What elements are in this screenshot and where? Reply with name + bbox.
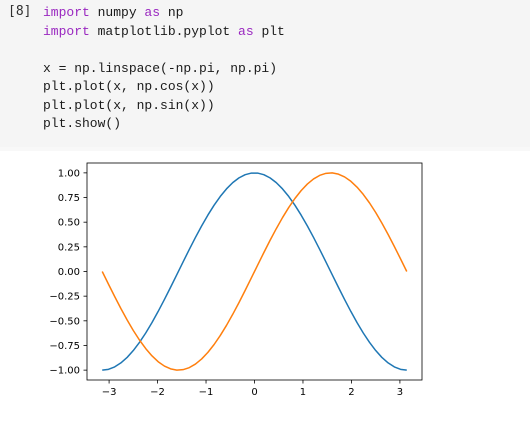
output-separator bbox=[0, 147, 530, 151]
y-tick-label: 0.75 bbox=[58, 193, 80, 204]
x-tick-label: 3 bbox=[397, 387, 403, 398]
code-keyword: as bbox=[144, 5, 161, 20]
code-token: plt.show() bbox=[43, 116, 122, 131]
y-tick-label: −0.50 bbox=[49, 316, 80, 327]
y-tick-label: −1.00 bbox=[49, 366, 80, 377]
y-tick-label: 0.25 bbox=[58, 242, 80, 253]
line-chart: −3 −2 −1 0 1 2 3 −1.00 −0.75 −0.50 −0.25 0.00 0.25 0.… bbox=[49, 162, 423, 398]
code-token: np bbox=[160, 5, 184, 20]
code-token: numpy bbox=[89, 5, 145, 20]
code-token: plt.plot(x, np.sin(x)) bbox=[43, 97, 215, 113]
code-line: x = np.linspace(-np.pi, np.pi) bbox=[43, 61, 277, 76]
x-tick-label: −3 bbox=[102, 387, 117, 398]
y-tick-label: −0.75 bbox=[49, 341, 80, 352]
code-keyword: as bbox=[238, 23, 254, 39]
code-keyword: import bbox=[43, 23, 90, 39]
execution-count-prompt: [8] bbox=[8, 4, 32, 19]
x-tick-label: 1 bbox=[300, 387, 306, 398]
x-tick-label: 2 bbox=[348, 387, 354, 398]
code-line: plt.plot(x, np.sin(x)) bbox=[43, 98, 215, 113]
code-token: x = np.linspace(-np.pi, np.pi) bbox=[43, 60, 278, 76]
code-line: import numpy as np bbox=[43, 5, 183, 20]
y-tick-label: −0.25 bbox=[49, 292, 80, 303]
x-tick-label: −1 bbox=[199, 387, 214, 398]
x-tick-label: −2 bbox=[150, 387, 165, 398]
series-line-0 bbox=[102, 172, 407, 371]
code-line: plt.show() bbox=[43, 116, 121, 131]
code-token: plt bbox=[253, 23, 285, 39]
y-tick-label: 1.00 bbox=[58, 168, 80, 179]
code-line: plt.plot(x, np.cos(x)) bbox=[43, 79, 215, 94]
series-line-1 bbox=[101, 172, 408, 371]
code-token: plt.plot(x, np.cos(x)) bbox=[43, 79, 215, 94]
y-tick-label: 0.00 bbox=[58, 267, 80, 278]
code-line: import matplotlib.pyplot as plt bbox=[43, 24, 285, 39]
code-editor[interactable]: import numpy as np import matplotlib.pyp… bbox=[43, 4, 285, 134]
code-keyword: import bbox=[43, 5, 90, 20]
x-tick-label: 0 bbox=[251, 387, 257, 398]
y-tick-label: 0.50 bbox=[58, 218, 80, 229]
code-cell-input[interactable]: [8] import numpy as np import matplotlib… bbox=[0, 0, 530, 147]
code-token: matplotlib.pyplot bbox=[89, 23, 239, 39]
cell-output: −3 −2 −1 0 1 2 3 −1.00 −0.75 −0.50 −0.25 0.00 0.25 0.… bbox=[0, 151, 530, 421]
